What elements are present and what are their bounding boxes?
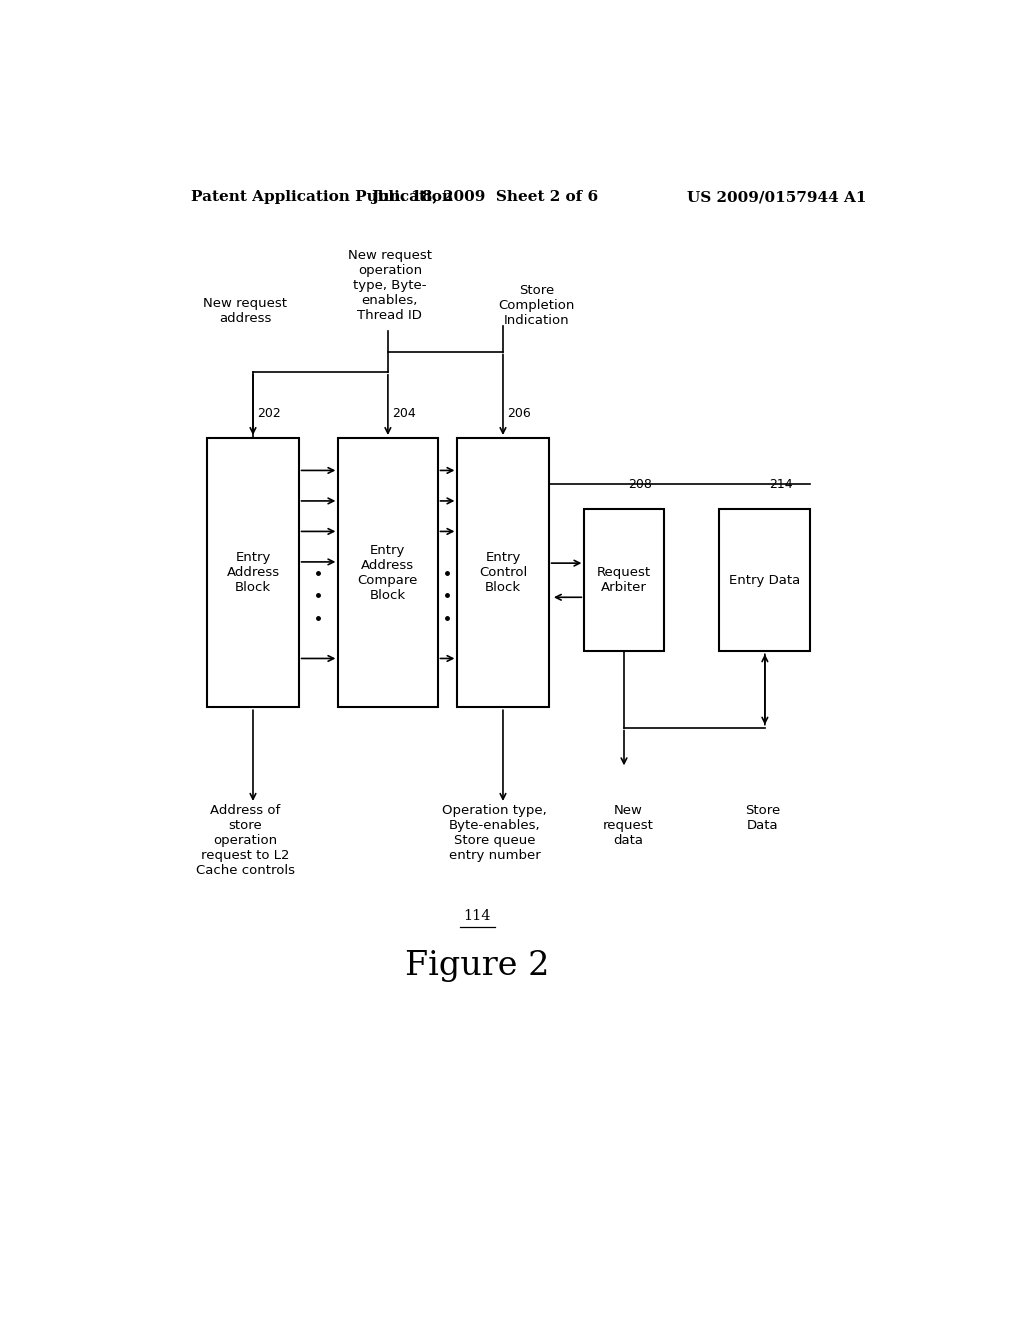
Text: 204: 204 xyxy=(392,407,416,420)
Text: Jun. 18, 2009  Sheet 2 of 6: Jun. 18, 2009 Sheet 2 of 6 xyxy=(372,190,599,205)
Text: Figure 2: Figure 2 xyxy=(406,950,549,982)
Text: Entry
Address
Block: Entry Address Block xyxy=(226,550,280,594)
Text: Entry Data: Entry Data xyxy=(729,574,801,586)
Text: Patent Application Publication: Patent Application Publication xyxy=(191,190,454,205)
Text: Entry
Address
Compare
Block: Entry Address Compare Block xyxy=(357,544,418,602)
Text: New
request
data: New request data xyxy=(602,804,653,847)
Text: Entry
Control
Block: Entry Control Block xyxy=(479,550,527,594)
Text: 206: 206 xyxy=(507,407,530,420)
Text: Request
Arbiter: Request Arbiter xyxy=(597,566,651,594)
Text: Store
Completion
Indication: Store Completion Indication xyxy=(499,284,574,327)
Text: 202: 202 xyxy=(257,407,281,420)
Bar xyxy=(458,438,549,708)
Text: US 2009/0157944 A1: US 2009/0157944 A1 xyxy=(686,190,866,205)
Text: Address of
store
operation
request to L2
Cache controls: Address of store operation request to L2… xyxy=(196,804,295,876)
Bar xyxy=(719,510,811,651)
Text: New request
address: New request address xyxy=(204,297,288,325)
Text: 214: 214 xyxy=(769,478,793,491)
Bar xyxy=(585,510,664,651)
Text: Operation type,
Byte-enables,
Store queue
entry number: Operation type, Byte-enables, Store queu… xyxy=(442,804,547,862)
Bar xyxy=(338,438,437,708)
Text: 114: 114 xyxy=(464,908,490,923)
Bar xyxy=(207,438,299,708)
Text: Store
Data: Store Data xyxy=(745,804,780,832)
Text: 208: 208 xyxy=(628,478,652,491)
Text: New request
operation
type, Byte-
enables,
Thread ID: New request operation type, Byte- enable… xyxy=(348,249,432,322)
